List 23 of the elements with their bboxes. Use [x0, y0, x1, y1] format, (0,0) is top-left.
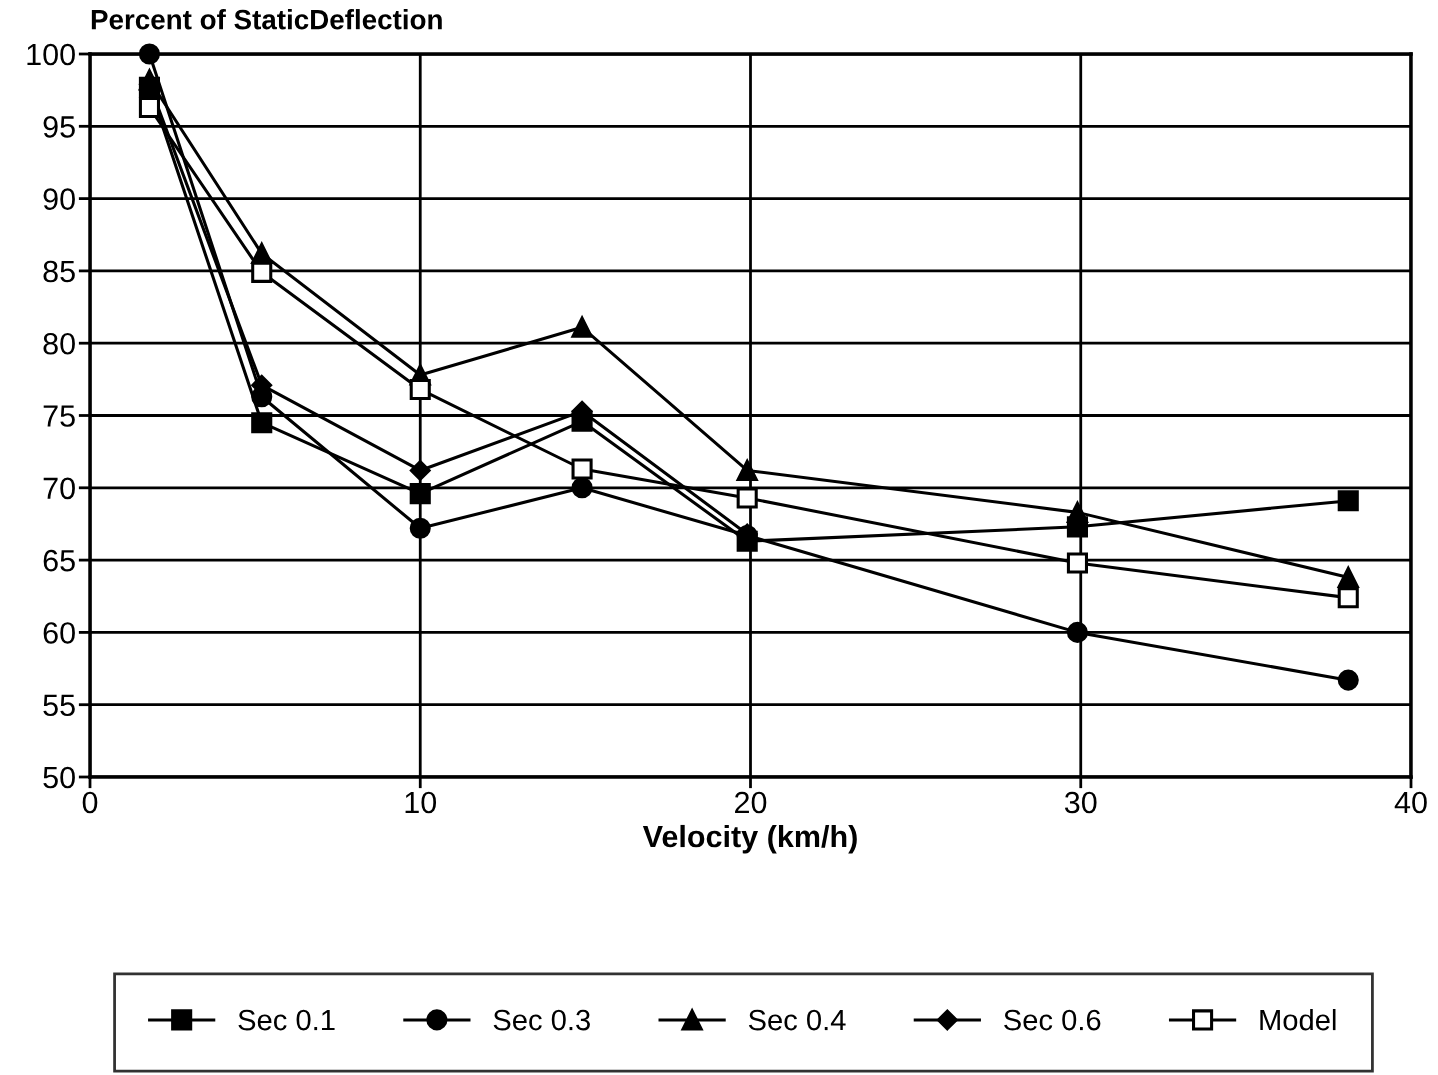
y-tick-label: 65	[43, 549, 75, 572]
y-tick-label: 95	[43, 116, 75, 138]
y-tick-label: 60	[43, 622, 75, 644]
y-tick-label: 80	[43, 332, 75, 355]
x-tick-label: 10	[405, 791, 437, 814]
legend-label: Sec 0.4	[748, 1009, 846, 1031]
y-axis-title: Percent of StaticDeflection	[91, 9, 442, 30]
y-tick-label: 85	[43, 260, 75, 283]
x-tick-label: 40	[1394, 791, 1427, 814]
y-tick-label: 50	[43, 766, 75, 789]
legend-label: Sec 0.3	[493, 1009, 590, 1031]
x-axis-title: Velocity (km/h)	[642, 824, 857, 854]
x-tick-label: 20	[735, 791, 767, 814]
legend-label: Sec 0.1	[238, 1009, 335, 1031]
legend-label: Sec 0.6	[1004, 1009, 1101, 1031]
legend-label: Model	[1260, 1008, 1336, 1031]
y-tick-label: 90	[43, 188, 75, 210]
x-tick-label: 0	[82, 791, 98, 814]
y-tick-label: 75	[43, 405, 75, 427]
x-tick-label: 30	[1064, 791, 1097, 814]
y-tick-label: 70	[43, 477, 75, 500]
y-tick-label: 55	[43, 694, 75, 717]
y-tick-label: 100	[27, 43, 75, 66]
